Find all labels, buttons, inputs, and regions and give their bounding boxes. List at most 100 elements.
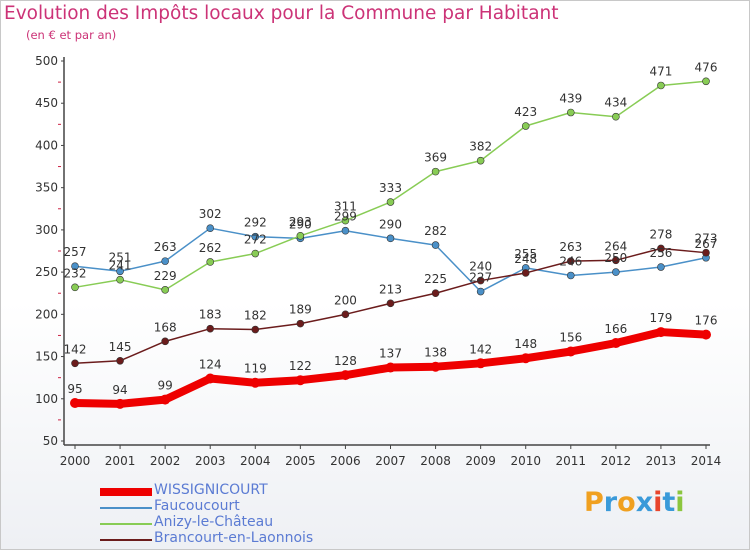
data-point (251, 232, 260, 241)
data-label: 176 (695, 314, 718, 328)
data-label: 99 (158, 379, 173, 393)
data-label: 264 (604, 239, 627, 253)
data-point (70, 398, 80, 408)
data-point (657, 263, 665, 271)
data-label: 439 (559, 92, 582, 106)
data-label: 290 (289, 217, 312, 231)
data-label: 124 (199, 358, 222, 372)
data-point (566, 108, 575, 117)
x-tick-label: 2012 (601, 454, 632, 468)
data-label: 290 (379, 217, 402, 231)
legend-label: Faucoucourt (154, 498, 240, 514)
x-tick-label: 2010 (510, 454, 541, 468)
data-label: 250 (604, 251, 627, 265)
data-label: 241 (109, 259, 132, 273)
logo-letter: x (635, 487, 654, 518)
data-point (431, 289, 440, 298)
data-label: 273 (695, 232, 718, 246)
data-point (341, 310, 350, 319)
data-point (161, 257, 169, 265)
data-point (386, 234, 395, 243)
data-label: 122 (289, 359, 312, 373)
data-point (521, 122, 530, 130)
data-label: 227 (469, 271, 492, 285)
x-tick-label: 2001 (105, 454, 136, 468)
y-tick-label: 250 (35, 265, 58, 279)
data-point (205, 373, 216, 384)
data-label: 142 (469, 342, 492, 356)
data-label: 292 (244, 216, 267, 230)
data-point (475, 358, 486, 369)
legend-label: Brancourt-en-Laonnois (154, 530, 314, 546)
data-point (116, 356, 124, 365)
data-point (655, 327, 666, 338)
data-label: 156 (559, 330, 582, 344)
data-label: 148 (514, 337, 537, 351)
data-label: 183 (199, 308, 222, 322)
data-point (160, 394, 171, 405)
data-point (612, 256, 620, 265)
data-point (115, 398, 126, 409)
data-label: 256 (649, 246, 672, 260)
y-tick-label: 300 (35, 223, 58, 237)
data-label: 168 (154, 320, 177, 334)
y-tick-label: 100 (35, 392, 58, 406)
data-label: 255 (514, 247, 537, 261)
logo-letter: i (675, 487, 685, 518)
legend-swatch (100, 507, 152, 509)
data-label: 94 (112, 383, 127, 397)
data-point (161, 337, 169, 346)
data-point (702, 77, 710, 86)
data-point (71, 283, 79, 292)
data-point (251, 249, 260, 258)
data-point (386, 299, 395, 308)
x-tick-label: 2008 (420, 454, 451, 468)
data-point (657, 244, 665, 253)
data-label: 182 (244, 309, 267, 323)
data-label: 369 (424, 151, 447, 165)
logo-letter: o (617, 487, 636, 518)
data-point (476, 276, 485, 285)
data-point (431, 241, 440, 249)
data-label: 119 (244, 362, 267, 376)
data-label: 248 (514, 252, 537, 266)
data-point (476, 156, 485, 165)
data-point (161, 286, 169, 294)
data-label: 272 (244, 233, 267, 247)
data-label: 263 (559, 240, 582, 254)
data-point (610, 338, 621, 349)
data-label: 189 (289, 303, 312, 317)
data-point (206, 224, 215, 232)
data-label: 225 (424, 272, 447, 286)
x-tick-label: 2009 (465, 454, 496, 468)
data-label: 232 (64, 266, 87, 280)
data-point (566, 257, 575, 265)
data-point (341, 226, 350, 235)
data-point (566, 271, 575, 280)
data-label: 299 (334, 210, 357, 224)
x-tick-label: 2006 (330, 454, 361, 468)
data-label: 200 (334, 293, 357, 307)
data-point (565, 346, 576, 357)
x-tick-label: 2007 (375, 454, 406, 468)
x-tick-label: 2002 (150, 454, 181, 468)
x-tick-label: 2003 (195, 454, 226, 468)
data-label: 246 (559, 254, 582, 268)
data-label: 311 (334, 200, 357, 214)
data-point (206, 324, 215, 333)
data-label: 138 (424, 346, 447, 360)
data-label: 382 (469, 140, 492, 154)
x-tick-label: 2013 (646, 454, 677, 468)
data-point (71, 359, 79, 368)
data-point (206, 258, 215, 266)
data-point (341, 216, 350, 225)
x-tick-label: 2000 (60, 454, 91, 468)
legend-swatch (100, 488, 152, 496)
legend-swatch (100, 523, 152, 525)
data-label: 142 (64, 342, 87, 356)
data-point (296, 319, 305, 328)
data-label: 263 (154, 240, 177, 254)
y-tick-label: 50 (43, 434, 58, 448)
